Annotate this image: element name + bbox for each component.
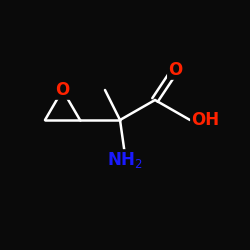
Text: NH$_2$: NH$_2$ xyxy=(107,150,143,170)
Text: OH: OH xyxy=(191,111,219,129)
Text: O: O xyxy=(168,61,182,79)
Text: O: O xyxy=(56,81,70,99)
